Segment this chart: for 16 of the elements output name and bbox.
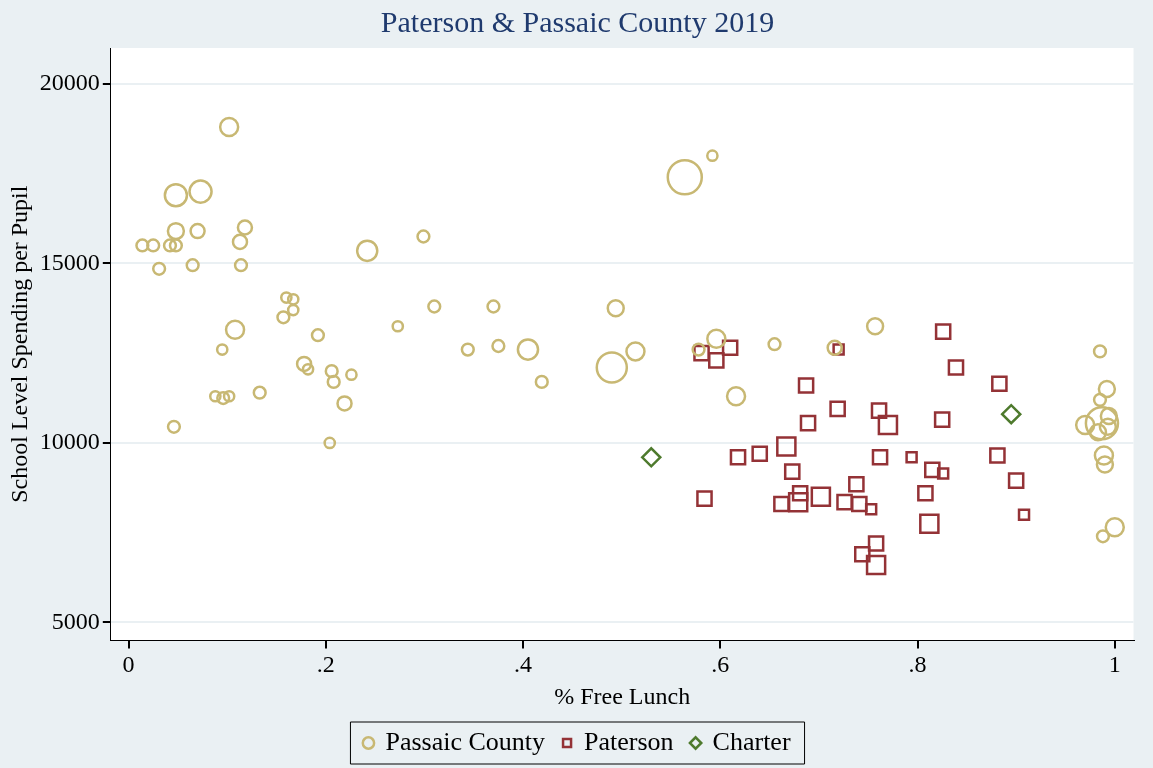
y-tick-label: 10000: [39, 428, 100, 455]
x-tick-label: 0: [122, 651, 135, 678]
y-tick-label: 15000: [39, 248, 100, 275]
x-tick-label: .8: [908, 651, 927, 678]
x-tick-label: .2: [316, 651, 335, 678]
chart-title: Paterson & Passaic County 2019: [380, 4, 775, 38]
x-axis-title: % Free Lunch: [554, 682, 691, 709]
y-tick-label: 20000: [39, 69, 100, 96]
y-tick-label: 5000: [51, 607, 100, 634]
x-tick-label: .4: [514, 651, 533, 678]
x-tick-label: 1: [1108, 651, 1121, 678]
x-tick-label: .6: [711, 651, 730, 678]
legend-label: Paterson: [584, 726, 674, 756]
y-axis-title: School Level Spending per Pupil: [5, 185, 32, 503]
legend-label: Charter: [712, 726, 791, 756]
legend-label: Passaic County: [385, 726, 546, 756]
